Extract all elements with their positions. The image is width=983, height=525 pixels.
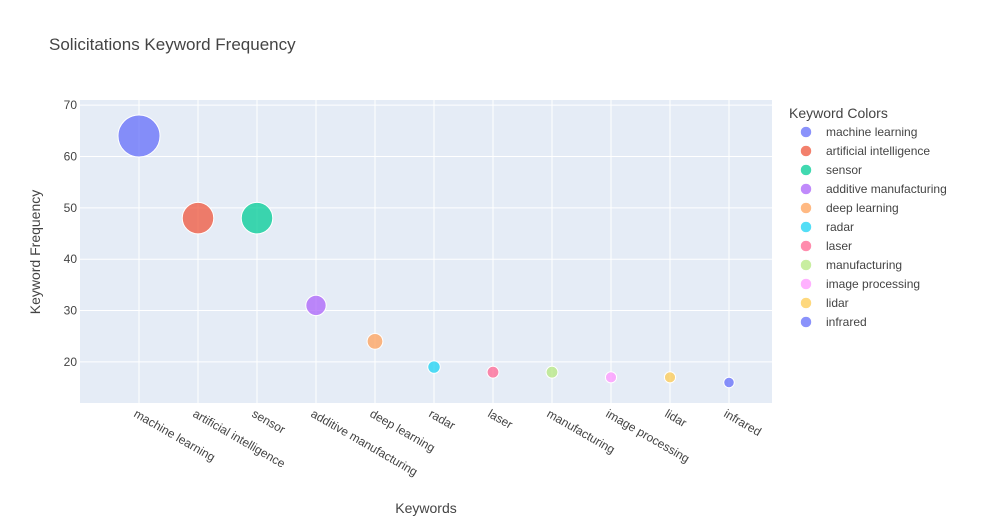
plot-background [80,100,772,403]
data-point[interactable] [305,294,327,317]
legend-item[interactable]: artificial intelligence [800,144,931,158]
data-point[interactable] [663,371,677,384]
legend-marker [800,183,812,195]
legend-marker [800,126,812,138]
legend-marker [800,164,812,176]
legend[interactable]: Keyword Colors machine learning artificia… [789,105,947,329]
x-tick-label: additive manufacturing [309,406,421,478]
legend-marker [800,259,812,271]
data-point[interactable] [240,201,274,235]
x-tick-label: laser [486,406,516,431]
data-point[interactable] [604,371,618,384]
legend-item[interactable]: radar [800,220,855,234]
legend-item[interactable]: deep learning [800,201,899,215]
x-tick-label: radar [427,406,458,432]
legend-label: manufacturing [826,258,902,272]
legend-title: Keyword Colors [789,105,888,121]
legend-item[interactable]: machine learning [800,125,918,139]
x-tick-label: lidar [663,406,690,429]
data-point[interactable] [723,376,735,389]
legend-label: deep learning [826,201,899,215]
y-tick-label: 60 [64,149,78,163]
y-tick-label: 20 [64,355,78,369]
legend-label: radar [826,220,854,234]
legend-label: lidar [826,296,849,310]
legend-label: machine learning [826,125,917,139]
y-tick-label: 50 [64,201,78,215]
legend-marker [800,240,812,252]
legend-label: additive manufacturing [826,182,947,196]
x-tick-label: sensor [250,406,288,436]
legend-label: image processing [826,277,920,291]
data-point[interactable] [366,332,384,350]
y-axis-label: Keyword Frequency [27,190,43,315]
x-tick-label: infrared [722,406,764,438]
data-point[interactable] [181,201,215,235]
legend-marker [800,221,812,233]
legend-label: artificial intelligence [826,144,930,158]
legend-marker [800,202,812,214]
y-tick-label: 70 [64,98,78,112]
legend-marker [800,145,812,157]
legend-marker [800,316,812,328]
y-tick-label: 40 [64,252,78,266]
x-axis-label: Keywords [395,500,456,516]
legend-marker [800,297,812,309]
data-point[interactable] [427,360,441,374]
legend-item[interactable]: image processing [800,277,921,291]
y-tick-label: 30 [64,304,78,318]
grid [80,100,772,403]
legend-item[interactable]: lidar [800,296,849,310]
legend-item[interactable]: laser [800,239,853,253]
y-tick-labels: 20 30 40 50 60 70 [64,98,78,369]
data-point[interactable] [486,365,500,379]
data-point[interactable] [545,365,559,379]
legend-label: laser [826,239,852,253]
markers [117,114,735,389]
chart-title: Solicitations Keyword Frequency [49,35,296,54]
legend-item[interactable]: sensor [800,163,863,177]
data-point[interactable] [117,114,161,158]
legend-label: sensor [826,163,862,177]
legend-item[interactable]: infrared [800,315,867,329]
legend-label: infrared [826,315,867,329]
legend-item[interactable]: manufacturing [800,258,903,272]
legend-item[interactable]: additive manufacturing [800,182,947,196]
legend-marker [800,278,812,290]
